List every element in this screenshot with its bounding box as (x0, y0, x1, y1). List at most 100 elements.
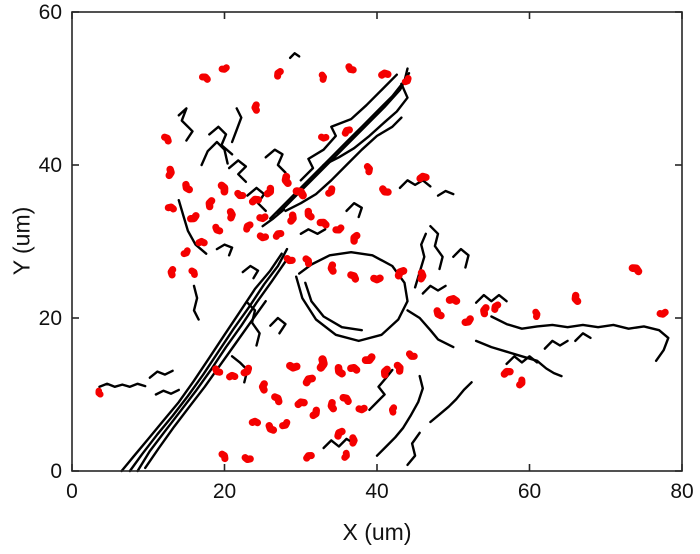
trajectory-track (177, 198, 208, 255)
x-axis-label: X (um) (342, 519, 412, 545)
localization-blob (195, 237, 208, 247)
localization-blob (341, 449, 350, 461)
localization-blob (256, 232, 270, 242)
localization-blob (491, 301, 502, 313)
trajectory-track (452, 247, 470, 269)
localization-blob (350, 231, 361, 245)
trajectory-track (436, 189, 455, 197)
localization-blob (188, 267, 198, 279)
localization-blob (363, 163, 373, 176)
localization-blob (345, 63, 357, 74)
localization-blob (243, 221, 254, 233)
localization-blob (95, 387, 104, 398)
y-tick-label: 20 (39, 307, 62, 330)
localization-blob (332, 224, 345, 234)
localization-blob (417, 269, 427, 283)
localization-blob (286, 361, 301, 372)
localization-blob (217, 181, 229, 196)
localization-blob (571, 291, 582, 305)
localization-blob (349, 434, 358, 447)
trajectory-track (148, 369, 174, 379)
trajectory-track (284, 116, 403, 213)
trajectory-track (406, 309, 455, 349)
localization-blob (186, 212, 200, 223)
x-tick-label: 60 (518, 480, 541, 503)
trajectory-track (230, 107, 243, 144)
localization-blob (378, 69, 392, 79)
trajectory-track (295, 250, 409, 343)
localization-blob (302, 374, 316, 387)
trajectory-track (375, 374, 424, 457)
localization-blob (339, 394, 352, 405)
localization-blob (401, 75, 412, 86)
localization-blob (405, 350, 418, 360)
trajectory-track (227, 159, 248, 184)
trajectory-track (288, 52, 301, 60)
localization-blob (248, 195, 262, 206)
trajectory-track (177, 107, 194, 142)
trajectory-track (241, 264, 260, 280)
x-tick-label: 20 (213, 480, 236, 503)
localization-blob (161, 133, 172, 145)
localization-blob (198, 73, 211, 83)
trajectory-track (490, 315, 670, 362)
trajectory-track (429, 381, 473, 424)
trajectory-track (208, 125, 234, 156)
x-tick-label: 0 (66, 480, 78, 503)
localization-blob (433, 307, 445, 320)
trajectory-track (128, 247, 289, 473)
localization-blob (218, 64, 230, 73)
localization-blob (165, 165, 175, 180)
localization-blob (263, 184, 275, 198)
localization-blob (628, 264, 643, 276)
localization-blob (341, 126, 353, 137)
localization-blob (325, 185, 336, 197)
y-tick-label: 0 (50, 460, 62, 483)
trajectory-track (299, 73, 398, 182)
localization-blob (218, 450, 229, 463)
trajectory-track (406, 431, 421, 467)
localization-blob (500, 367, 514, 378)
localization-blob (274, 68, 284, 80)
trajectory-track (398, 179, 432, 190)
trajectory-track (264, 148, 287, 174)
localization-blob (393, 361, 404, 375)
localization-blob (445, 295, 461, 305)
localization-blob (304, 207, 315, 221)
localization-blob (287, 211, 297, 225)
localization-blob (180, 247, 191, 258)
localization-blob (302, 255, 313, 268)
localization-blob (317, 133, 330, 142)
x-tick-label: 80 (670, 480, 693, 503)
localization-blob (318, 71, 328, 83)
localization-blob (167, 266, 177, 279)
localization-blob (272, 230, 285, 240)
trajectory-track (192, 284, 200, 321)
localization-blob (226, 371, 239, 381)
localization-blob (388, 404, 398, 416)
trajectory-track (505, 355, 539, 366)
localization-blob (347, 271, 360, 283)
trajectory-track (154, 388, 181, 396)
localization-blob (240, 364, 253, 377)
trajectory-track (246, 301, 261, 347)
trajectory-track (261, 208, 286, 228)
localization-blob (380, 365, 391, 379)
trajectory-track (574, 332, 592, 343)
trajectory-track (345, 201, 363, 219)
localization-blob (251, 101, 260, 114)
localization-blob (309, 406, 320, 420)
trajectory-track (136, 260, 287, 473)
trajectory-track (368, 368, 394, 411)
localization-blob (316, 355, 328, 372)
localization-blob (416, 172, 430, 183)
trajectory-track (543, 339, 569, 350)
trajectory-track (299, 228, 327, 236)
localization-blob (461, 315, 474, 326)
localization-blob (281, 172, 292, 188)
localization-blob (205, 197, 216, 211)
trajectory-track (322, 437, 356, 450)
y-tick-label: 60 (39, 1, 62, 24)
localization-blob (347, 364, 361, 374)
